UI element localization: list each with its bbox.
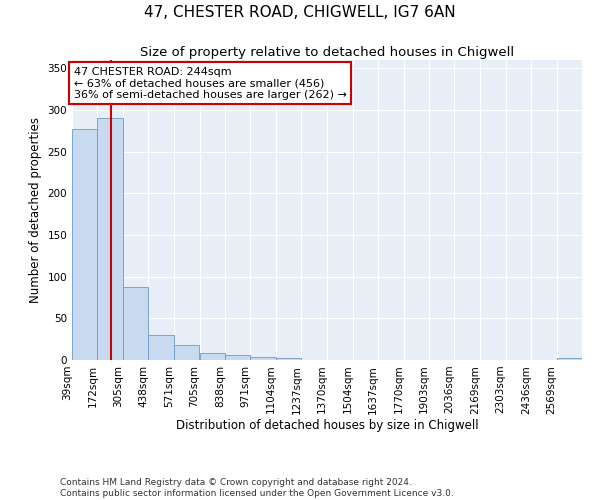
Bar: [97, 118, 123, 360]
X-axis label: Distribution of detached houses by size in Chigwell: Distribution of detached houses by size …: [176, 419, 478, 432]
Bar: [557, 358, 582, 360]
Bar: [148, 335, 174, 360]
Bar: [225, 355, 250, 360]
Y-axis label: Number of detached properties: Number of detached properties: [29, 117, 42, 303]
Bar: [72, 129, 97, 360]
Bar: [174, 345, 199, 360]
Text: 47 CHESTER ROAD: 244sqm
← 63% of detached houses are smaller (456)
36% of semi-d: 47 CHESTER ROAD: 244sqm ← 63% of detache…: [74, 66, 346, 100]
Text: 47, CHESTER ROAD, CHIGWELL, IG7 6AN: 47, CHESTER ROAD, CHIGWELL, IG7 6AN: [144, 5, 456, 20]
Bar: [250, 356, 276, 360]
Bar: [276, 358, 301, 360]
Text: Contains HM Land Registry data © Crown copyright and database right 2024.
Contai: Contains HM Land Registry data © Crown c…: [60, 478, 454, 498]
Bar: [123, 286, 148, 360]
Bar: [200, 354, 225, 360]
Title: Size of property relative to detached houses in Chigwell: Size of property relative to detached ho…: [140, 46, 514, 59]
